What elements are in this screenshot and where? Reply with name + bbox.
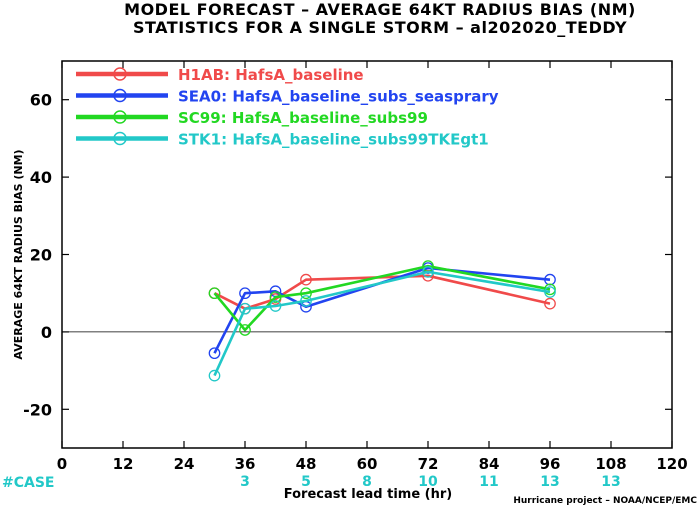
- legend-entry: H1AB: HafsA_baseline: [76, 66, 364, 84]
- legend-entry: STK1: HafsA_baseline_subs99TKEgt1: [76, 131, 489, 149]
- x-tick-label: 36: [235, 455, 256, 473]
- series-4: [208, 266, 556, 382]
- x-tick-label: 120: [656, 455, 687, 473]
- data-point: [239, 287, 251, 300]
- data-point: [269, 300, 282, 312]
- legend-marker: [113, 67, 127, 81]
- chart-title: MODEL FORECAST – AVERAGE 64KT RADIUS BIA…: [124, 0, 636, 19]
- legend-label: H1AB: HafsA_baseline: [178, 66, 364, 84]
- data-point: [208, 369, 221, 382]
- data-point: [300, 295, 312, 307]
- data-point: [269, 291, 282, 303]
- legend-entry: SC99: HafsA_baseline_subs99: [76, 109, 428, 127]
- x-tick-label: 108: [595, 455, 626, 473]
- series-line: [213, 270, 551, 377]
- case-label: #CASE: [2, 475, 55, 491]
- data-point: [544, 283, 556, 296]
- case-count: 5: [301, 474, 311, 490]
- x-tick-label: 24: [174, 455, 195, 473]
- x-tick-label: 60: [357, 455, 378, 473]
- case-count: 13: [540, 474, 559, 490]
- data-point: [300, 273, 312, 286]
- series-line: [213, 264, 551, 332]
- data-point: [544, 286, 556, 298]
- data-point: [422, 266, 434, 278]
- x-tick-label: 72: [418, 455, 439, 473]
- x-axis-label: Forecast lead time (hr): [284, 487, 452, 502]
- series-3: [208, 260, 556, 336]
- legend-marker: [113, 88, 127, 103]
- case-count: 11: [479, 474, 498, 490]
- legend-label: SEA0: HafsA_baseline_subs_seasprary: [178, 88, 499, 106]
- legend-marker: [113, 131, 127, 146]
- x-tick-label: 0: [57, 455, 67, 473]
- y-tick-label: 20: [30, 246, 52, 265]
- data-point: [544, 297, 556, 310]
- x-tick-label: 96: [540, 455, 561, 473]
- y-tick-label: 0: [41, 323, 52, 342]
- y-tick-label: 60: [30, 91, 52, 110]
- legend-entry: SEA0: HafsA_baseline_subs_seasprary: [76, 88, 499, 106]
- data-point: [300, 287, 312, 300]
- case-count: 3: [240, 474, 250, 490]
- case-count: 10: [418, 474, 438, 490]
- data-point: [208, 287, 221, 300]
- y-tick-label: -20: [23, 400, 52, 419]
- data-point: [422, 269, 434, 282]
- data-point: [239, 324, 251, 336]
- legend-label: STK1: HafsA_baseline_subs99TKEgt1: [178, 131, 489, 149]
- data-point: [208, 347, 221, 360]
- credit-text: Hurricane project – NOAA/NCEP/EMC: [513, 496, 697, 506]
- data-point: [239, 302, 251, 315]
- x-tick-label: 12: [113, 455, 134, 473]
- case-count: 13: [601, 474, 620, 490]
- x-tick-label: 48: [296, 455, 317, 473]
- data-point: [544, 273, 556, 286]
- x-tick-label: 84: [479, 455, 500, 473]
- legend-label: SC99: HafsA_baseline_subs99: [178, 109, 428, 127]
- y-tick-label: 40: [30, 168, 52, 187]
- y-axis-label: AVERAGE 64KT RADIUS BIAS (NM): [12, 149, 25, 359]
- case-count: 8: [362, 474, 372, 490]
- chart-subtitle: STATISTICS FOR A SINGLE STORM – al202020…: [132, 18, 628, 37]
- legend-marker: [113, 110, 127, 124]
